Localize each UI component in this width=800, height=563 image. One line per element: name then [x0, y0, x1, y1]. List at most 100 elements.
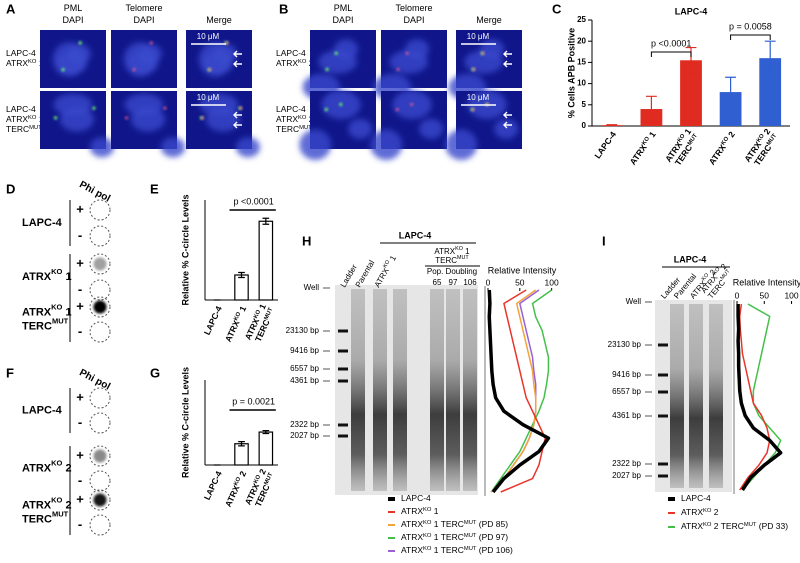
label-line: ATRXKO 1	[22, 303, 72, 318]
marker-label: 4361 bp	[290, 376, 319, 385]
text-segment: 1	[681, 127, 693, 139]
lane-smear	[446, 289, 460, 491]
superscript: KO	[253, 309, 262, 320]
superscript: KO	[712, 267, 722, 277]
dot-blot-row-label: ATRXKO 2	[22, 459, 72, 474]
bar	[258, 431, 274, 466]
x-axis-label: Relative Intensity	[488, 265, 557, 275]
superscript: KO	[298, 115, 307, 121]
superscript: MUT	[263, 306, 274, 320]
superscript: MUT	[744, 522, 757, 528]
y-axis-label: % Cells APB Positive	[566, 28, 576, 118]
nucleus	[348, 118, 373, 139]
micrograph	[370, 90, 447, 161]
label-line: TERCMUT	[6, 124, 42, 134]
telomere-spot	[471, 108, 475, 111]
ladder-band	[658, 390, 668, 394]
sign: -	[78, 281, 82, 296]
lane-smear	[373, 289, 387, 491]
telomere-spot	[149, 41, 153, 45]
nuclei	[52, 42, 91, 77]
dot-signal	[93, 300, 107, 314]
lane-smear	[670, 304, 684, 488]
telomere-spot	[163, 106, 167, 110]
text-segment: ATRX	[681, 521, 703, 531]
dot-blot-row-label: ATRXKO 1	[22, 267, 72, 282]
text-segment: (PD 106)	[476, 545, 513, 555]
text-segment: PML	[64, 3, 83, 13]
text-segment: Merge	[476, 15, 502, 25]
superscript: KO	[253, 474, 262, 485]
panel-label: C	[552, 1, 562, 16]
pml-spot	[334, 51, 338, 55]
label-line: LAPC-4	[22, 404, 63, 416]
text-segment: LAPC-4	[202, 469, 224, 501]
text-segment: ATRX	[223, 319, 242, 344]
text-segment: LAPC-4	[276, 48, 306, 58]
micrograph	[111, 30, 177, 88]
text-segment: ATRX	[401, 545, 423, 555]
text-segment: 2	[760, 127, 772, 139]
error-bar	[645, 95, 657, 123]
y-axis-label: Relative % C-circle Levels	[180, 194, 190, 305]
micrograph	[111, 91, 185, 158]
label-line: PML	[334, 3, 353, 13]
nuclei	[53, 93, 114, 158]
dot-well	[89, 387, 111, 409]
text-segment: 1	[256, 302, 268, 313]
text-segment: 1 TERC	[431, 532, 463, 542]
marker-label: 4361 bp	[612, 411, 641, 420]
text-segment: DAPI	[332, 15, 353, 25]
arrow	[503, 50, 512, 68]
y-tick-label: 25	[577, 15, 586, 24]
label-line: ATRXKO 1	[6, 58, 44, 68]
legend-label: LAPC-4	[681, 493, 711, 503]
gel-header: LAPC-4	[674, 254, 707, 264]
marker-label: 23130 bp	[286, 326, 320, 335]
bar	[258, 220, 274, 301]
sign: +	[76, 491, 84, 506]
telomere-spot	[125, 116, 128, 120]
text-segment: Telomere	[395, 3, 432, 13]
text-segment: 1	[62, 271, 71, 283]
lane-smear	[430, 289, 444, 491]
pml-spot	[78, 41, 82, 45]
dot-well	[89, 279, 111, 301]
lane-smear	[351, 289, 365, 491]
label-line: ATRXKO 2	[22, 496, 72, 511]
marker-label: 2027 bp	[290, 431, 319, 440]
y-tick-label: 0	[582, 121, 587, 130]
lane-smear	[709, 304, 723, 488]
telomere-spot	[225, 41, 229, 45]
label-line: ATRXKO 1 TERCMUT (PD 85)	[401, 519, 508, 529]
text-segment: ATRX	[6, 114, 28, 124]
text-segment: 1	[236, 304, 248, 315]
p-value: p = 0.0021	[232, 396, 275, 406]
nucleus	[212, 43, 237, 64]
text-segment: Telomere	[125, 3, 162, 13]
label-line: ATRXKO 1	[628, 129, 658, 166]
text-segment: 1	[387, 254, 398, 265]
sign: -	[78, 516, 82, 531]
intensity-trace	[487, 289, 551, 494]
text-segment: 2	[62, 462, 71, 474]
nuclei	[123, 42, 162, 77]
arrow	[503, 111, 512, 129]
error-bar	[238, 271, 245, 279]
superscript: MUT	[263, 471, 274, 485]
text-segment: Merge	[206, 15, 232, 25]
label-line: LAPC-4	[6, 48, 36, 58]
error-bar	[262, 217, 270, 225]
error-bar	[725, 76, 737, 108]
text-segment: TERC	[22, 320, 52, 332]
nucleus	[370, 129, 403, 161]
telomere-spot	[472, 67, 476, 71]
ladder-band	[338, 423, 348, 427]
label-line: LAPC-4	[6, 104, 36, 114]
text-segment: ATRX	[6, 58, 28, 68]
label-line: ATRXKO 2	[22, 459, 72, 474]
nucleus	[160, 137, 185, 158]
